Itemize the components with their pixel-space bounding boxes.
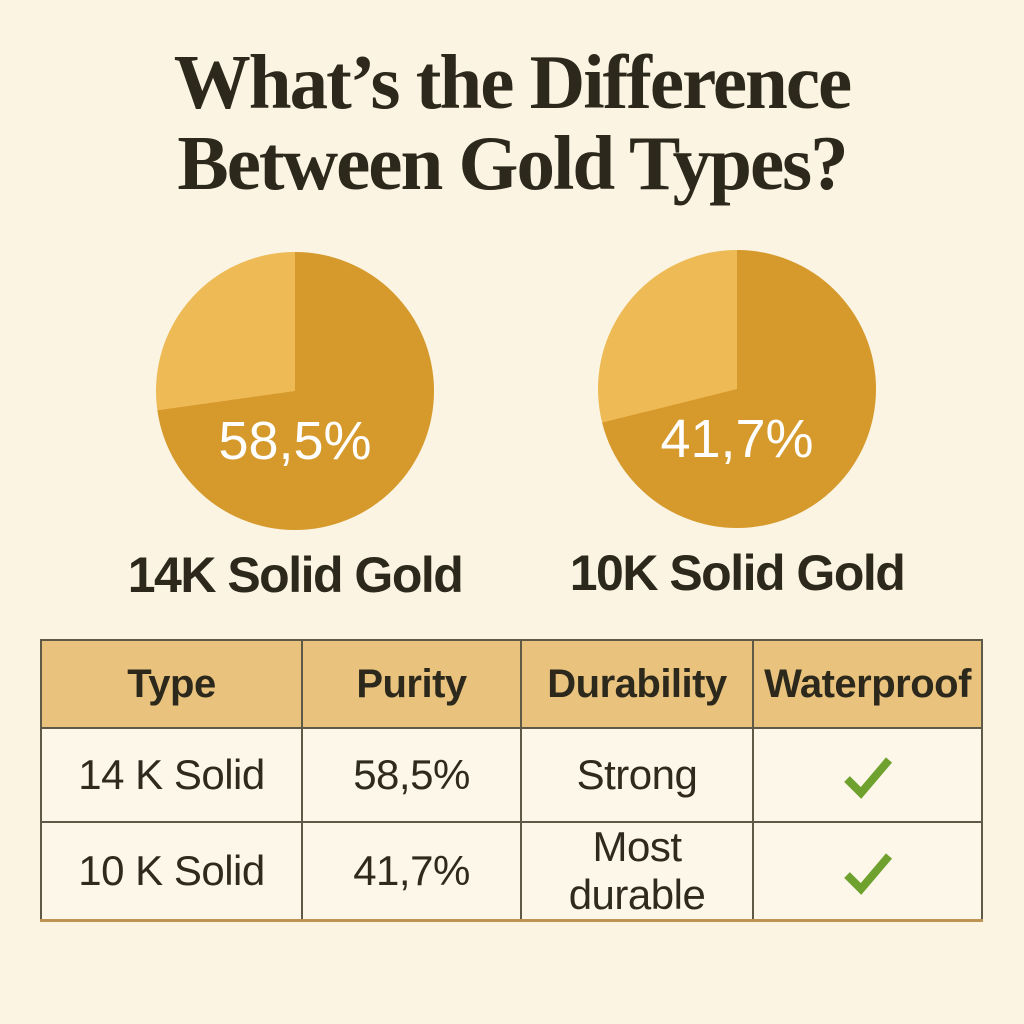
- table-header-cell: Purity: [301, 639, 522, 729]
- pie-percentage-label: 58,5%: [218, 411, 372, 471]
- table-head-row: Type Purity Durability Waterproof: [40, 639, 983, 729]
- table-body: 14 K Solid 58,5% Strong 10 K Solid 41,7% Most…: [40, 727, 983, 922]
- table-header-cell: Durability: [520, 639, 754, 729]
- checkmark-icon: [843, 853, 892, 896]
- table-cell: 10 K Solid: [40, 821, 303, 922]
- pie-group-14k: 58,5% 14K Solid Gold: [85, 252, 505, 604]
- table-row: 10 K Solid 41,7% Most durable: [40, 821, 983, 922]
- pie-chart-14k: 58,5%: [156, 252, 434, 530]
- page-title-line1: What’s the Difference: [173, 39, 852, 125]
- checkmark-icon: [843, 757, 892, 800]
- pie-caption-10k: 10K Solid Gold: [569, 545, 906, 601]
- table-cell: 41,7%: [301, 821, 522, 922]
- table-header-cell: Waterproof: [752, 639, 983, 729]
- comparison-table: Type Purity Durability Waterproof 14 K Soli…: [40, 639, 983, 922]
- table-cell: Most durable: [520, 821, 754, 922]
- pie-group-10k: 41,7% 10K Solid Gold: [527, 250, 947, 602]
- page-title: What’s the Difference Between Gold Types…: [0, 42, 1024, 204]
- table-cell: 14 K Solid: [40, 727, 303, 823]
- waterproof-check-cell: [752, 821, 983, 922]
- table-header-cell: Type: [40, 639, 303, 729]
- table-row: 14 K Solid 58,5% Strong: [40, 727, 983, 823]
- table-cell: 58,5%: [301, 727, 522, 823]
- pie-chart-10k: 41,7%: [598, 250, 876, 528]
- pie-percentage-label: 41,7%: [660, 409, 814, 469]
- waterproof-check-cell: [752, 727, 983, 823]
- table-cell: Strong: [520, 727, 754, 823]
- page-title-line2: Between Gold Types?: [177, 119, 848, 206]
- pie-caption-14k: 14K Solid Gold: [127, 547, 464, 603]
